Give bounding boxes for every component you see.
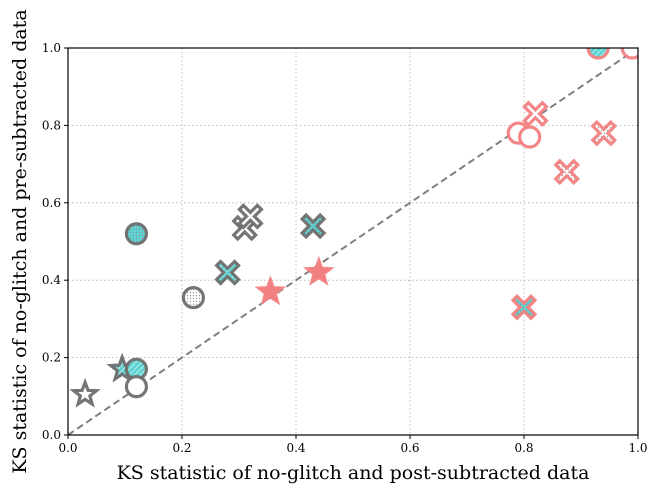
data-point-x (510, 294, 538, 321)
data-point-x (214, 259, 241, 286)
data-point-star (303, 255, 335, 286)
data-point-circle (518, 125, 542, 149)
y-tick-label: 0.8 (42, 118, 61, 132)
y-tick-label: 1.0 (42, 41, 61, 55)
plot-frame (67, 47, 639, 436)
x-tick-label: 0.4 (286, 441, 305, 455)
y-axis-label: KS statistic of no-glitch and pre-subtra… (9, 9, 31, 473)
grid (68, 48, 638, 435)
data-point-star (69, 377, 101, 408)
data-point-x (553, 158, 581, 186)
reference-line-group (67, 47, 639, 436)
data-point-circle (124, 375, 148, 399)
data-point-star (254, 275, 287, 306)
x-tick-label: 0.6 (400, 441, 419, 455)
data-point-circle (181, 286, 205, 310)
data-points (69, 48, 638, 408)
axis-ticks: 0.0 0.2 0.4 0.6 0.8 1.0 0.0 0.2 0.4 0.6 0.8 1.0 (42, 41, 648, 455)
y-tick-label: 0.0 (42, 428, 61, 442)
x-tick-label: 1.0 (628, 441, 647, 455)
data-point-x (522, 100, 549, 128)
data-point-x (590, 119, 618, 147)
data-point-circle (586, 48, 610, 60)
x-tick-label: 0.0 (58, 441, 77, 455)
y-tick-label: 0.4 (42, 273, 61, 287)
y-tick-label: 0.6 (42, 196, 61, 210)
x-tick-label: 0.2 (172, 441, 191, 455)
reference-line (67, 47, 639, 436)
data-point-x (237, 203, 264, 230)
y-tick-label: 0.2 (42, 351, 61, 365)
data-point-circle (124, 222, 148, 246)
x-tick-label: 0.8 (514, 441, 533, 455)
x-axis-label: KS statistic of no-glitch and post-subtr… (117, 462, 590, 484)
data-point-x (299, 212, 327, 240)
data-point-circle (620, 48, 638, 60)
